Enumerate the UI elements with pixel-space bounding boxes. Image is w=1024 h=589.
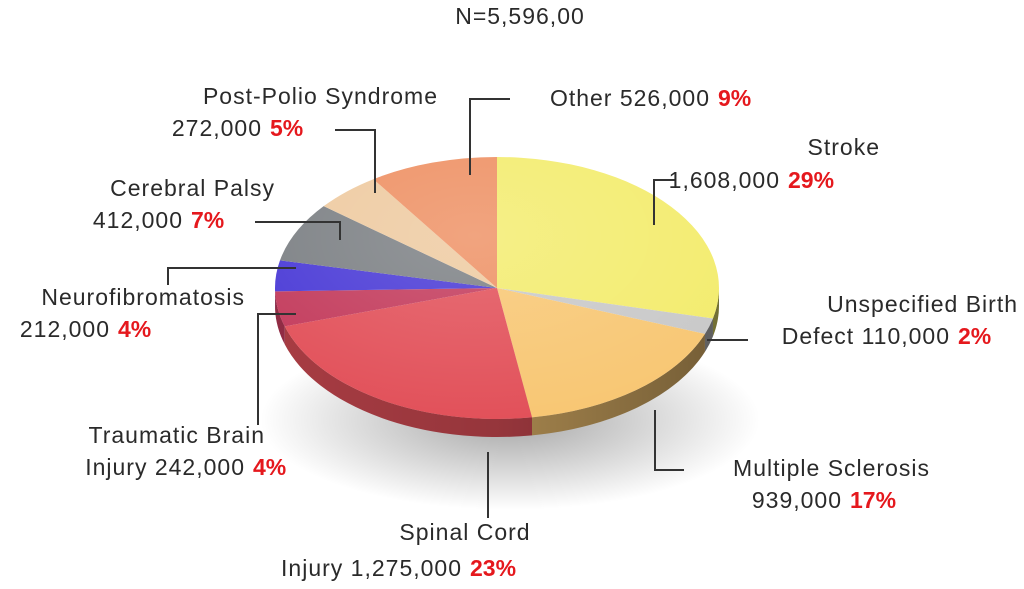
slice-value-2: 939,000 — [752, 487, 842, 513]
leader-line-6 — [255, 221, 341, 240]
slice-percent-5: 4% — [118, 316, 151, 342]
slice-value-8: Other 526,000 — [550, 85, 710, 111]
leader-lines — [167, 98, 748, 518]
slice-label-7: Post-Polio Syndrome — [203, 83, 438, 109]
slice-value-0: 1,608,000 — [669, 167, 780, 193]
leader-line-2 — [654, 410, 684, 471]
slice-value-1: Defect 110,000 — [782, 323, 950, 349]
slice-label-6: Cerebral Palsy — [110, 175, 275, 201]
slice-percent-0: 29% — [788, 167, 834, 193]
chart-title: N=5,596,00 — [455, 3, 585, 29]
slice-percent-4: 4% — [253, 454, 286, 480]
slice-label-2: Multiple Sclerosis — [733, 455, 930, 481]
slice-value-6: 412,000 — [93, 207, 183, 233]
slice-label-4: Traumatic Brain — [89, 422, 265, 448]
slice-percent-2: 17% — [850, 487, 896, 513]
slice-value-3: Injury 1,275,000 — [281, 555, 462, 581]
slice-percent-1: 2% — [958, 323, 991, 349]
slice-labels: Stroke 1,608,000 29% Unspecified Birth Defec… — [20, 83, 1018, 581]
leader-line-8 — [469, 98, 510, 175]
leader-line-4 — [257, 313, 296, 425]
slice-label-5: Neurofibromatosis — [41, 284, 245, 310]
leader-line-5 — [167, 267, 296, 285]
leader-line-7 — [335, 129, 376, 193]
slice-value-5: 212,000 — [20, 316, 110, 342]
pie-highlight — [275, 157, 719, 419]
slice-value-7: 272,000 — [172, 115, 262, 141]
slice-percent-3: 23% — [470, 555, 516, 581]
pie-top — [275, 157, 719, 419]
pie-sides — [275, 288, 719, 438]
slice-value-4: Injury 242,000 — [85, 454, 245, 480]
slice-label-0: Stroke — [808, 134, 880, 160]
slice-percent-7: 5% — [270, 115, 303, 141]
slice-label-3: Spinal Cord — [399, 519, 530, 545]
leader-line-0 — [653, 179, 676, 225]
slice-percent-8: 9% — [718, 85, 751, 111]
slice-percent-6: 7% — [191, 207, 224, 233]
slice-label-1: Unspecified Birth — [827, 291, 1018, 317]
